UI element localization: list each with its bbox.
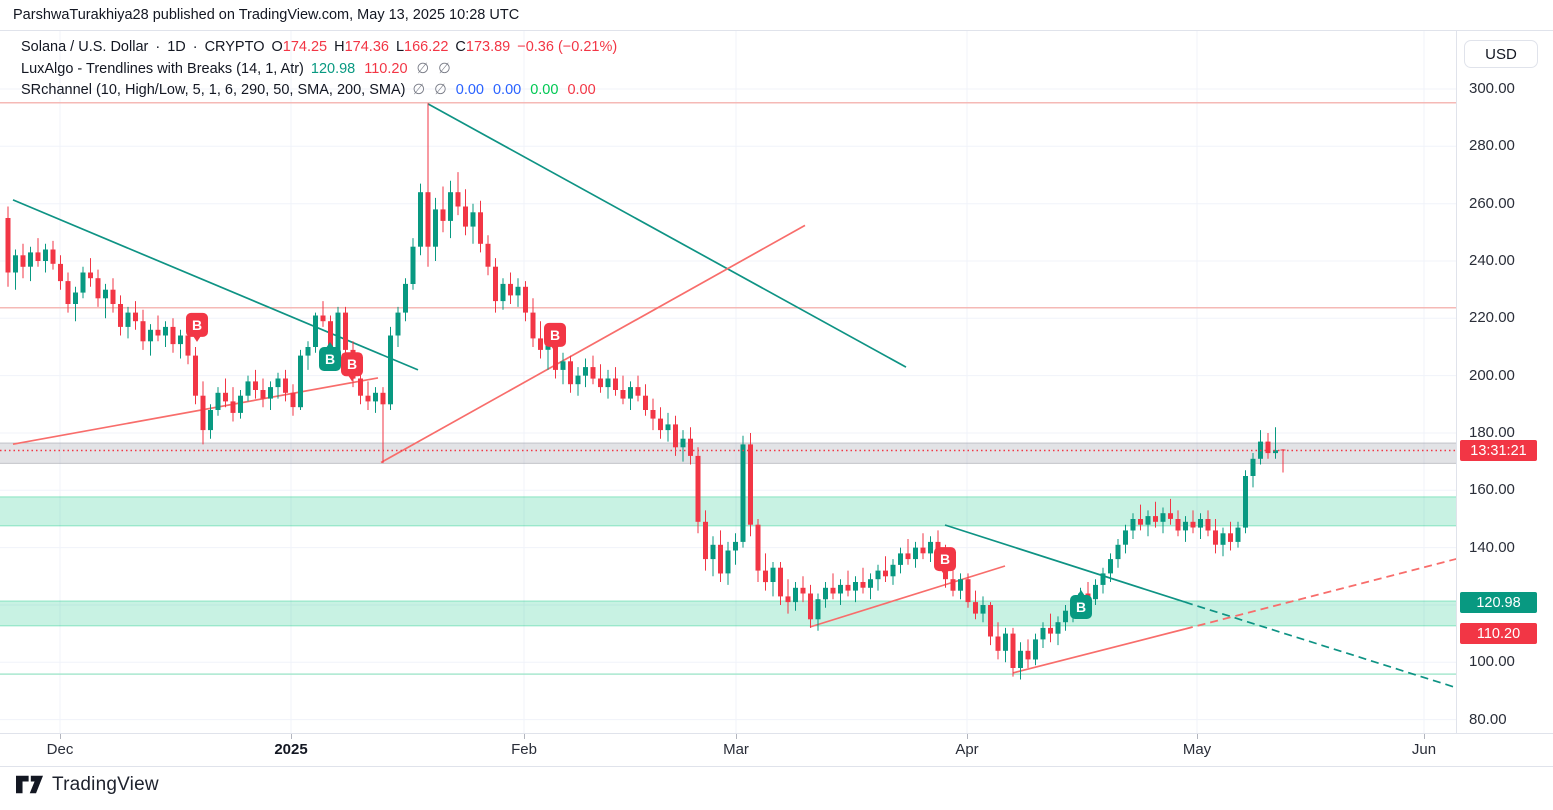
price-axis-badge: 120.98 (1460, 592, 1537, 614)
price-axis-tick: 80.00 (1469, 710, 1507, 728)
break-label: B (186, 312, 208, 342)
svg-text:B: B (550, 327, 560, 343)
tradingview-logo-icon (16, 775, 43, 794)
time-axis-tick (1424, 734, 1425, 739)
price-axis-badge: 110.20 (1460, 623, 1537, 645)
price-axis-tick: 240.00 (1469, 251, 1515, 269)
publish-header: ParshwaTurakhiya28 published on TradingV… (0, 0, 1553, 31)
price-axis-tick: 140.00 (1469, 538, 1515, 556)
tradingview-logo-text: TradingView (52, 773, 159, 795)
break-label: B (319, 342, 341, 371)
currency-usd-button[interactable]: USD (1464, 40, 1538, 68)
time-axis-label: Dec (46, 741, 74, 758)
svg-text:B: B (347, 356, 357, 372)
price-axis-badge: 13:31:21 (1460, 440, 1537, 462)
price-axis[interactable]: USD 300.00 280.00 260.00 240.00 220.00 200.00… (1456, 31, 1553, 733)
time-axis-tick (291, 734, 292, 739)
time-axis[interactable]: Dec 2025 Feb Mar Apr May Jun (0, 733, 1553, 767)
break-label: B (934, 547, 956, 577)
time-axis-tick (967, 734, 968, 739)
price-axis-tick: 200.00 (1469, 366, 1515, 384)
break-label: B (544, 322, 566, 352)
svg-text:B: B (325, 351, 335, 367)
price-axis-tick: 220.00 (1469, 309, 1515, 327)
price-axis-tick: 100.00 (1469, 653, 1515, 671)
tradingview-logo[interactable]: TradingView (16, 773, 159, 796)
time-axis-label: Jun (1411, 741, 1437, 758)
time-axis-label: May (1182, 741, 1212, 758)
price-axis-tick: 280.00 (1469, 137, 1515, 155)
publish-line: ParshwaTurakhiya28 published on TradingV… (13, 7, 520, 23)
time-axis-label: Feb (511, 741, 537, 758)
time-axis-label: Apr (955, 741, 979, 758)
svg-text:B: B (192, 317, 202, 333)
price-axis-tick: 300.00 (1469, 80, 1515, 97)
time-axis-tick (60, 734, 61, 739)
svg-text:B: B (940, 551, 950, 567)
time-axis-label: 2025 (274, 741, 308, 758)
price-axis-tick: 160.00 (1469, 481, 1515, 499)
svg-text:B: B (1076, 599, 1086, 615)
break-label: B (341, 352, 363, 382)
time-axis-tick (1197, 734, 1198, 739)
price-axis-tick: 260.00 (1469, 194, 1515, 212)
break-label: B (1070, 590, 1092, 619)
time-axis-label: Mar (723, 741, 749, 758)
time-axis-tick (736, 734, 737, 739)
price-axis-tick: 180.00 (1469, 423, 1515, 441)
time-axis-tick (524, 734, 525, 739)
